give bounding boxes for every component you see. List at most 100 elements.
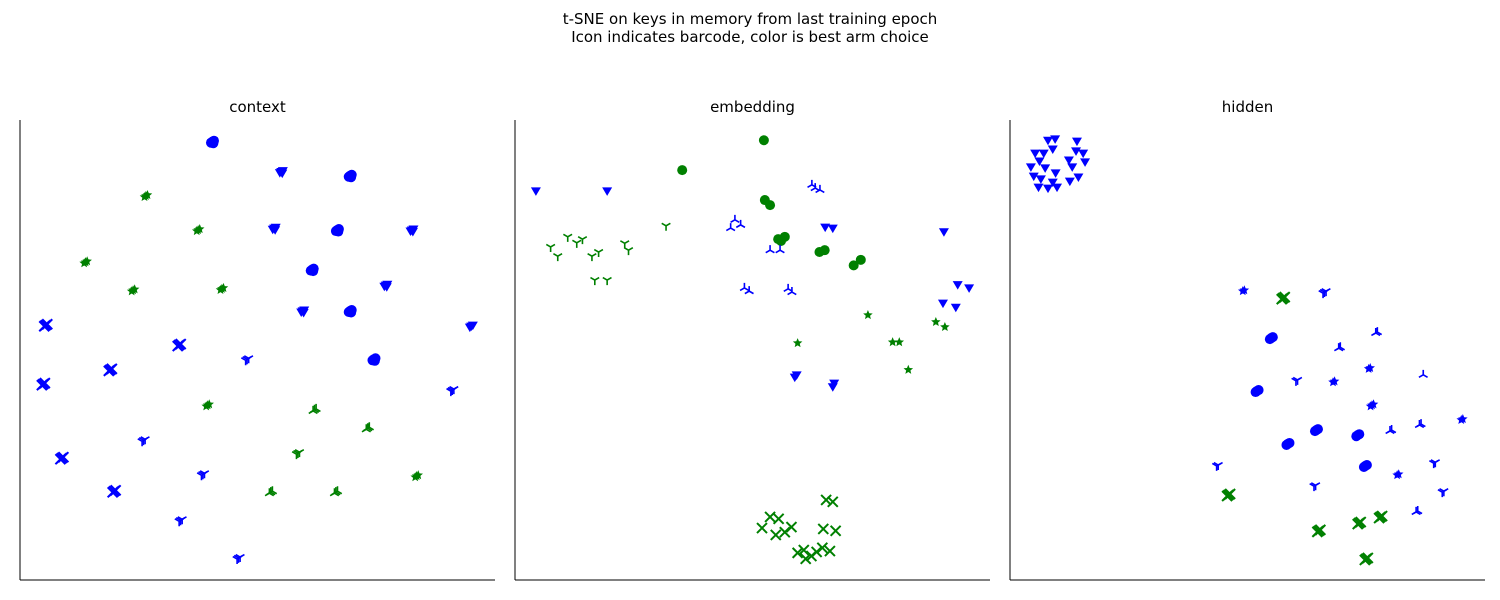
- scatter-point: [38, 318, 53, 332]
- scatter-point: [267, 223, 281, 235]
- scatter-point: [756, 522, 768, 534]
- scatter-point: [1063, 156, 1074, 166]
- scatter-point: [343, 305, 357, 318]
- scatter-point: [887, 337, 898, 347]
- scatter-point: [1211, 461, 1223, 471]
- scatter-point: [1311, 524, 1327, 538]
- scatter-point: [855, 254, 866, 265]
- scatter-point: [1428, 459, 1441, 469]
- scatter-point: [79, 256, 92, 268]
- scatter-point: [1418, 369, 1428, 379]
- scatter-point: [789, 373, 800, 383]
- scatter-point: [126, 284, 140, 296]
- scatter-point: [815, 184, 825, 194]
- panel-title-embedding: embedding: [710, 98, 795, 116]
- scatter-point: [106, 484, 122, 499]
- scatter-panel-context: [19, 120, 495, 581]
- scatter-point: [174, 516, 187, 527]
- scatter-point: [1034, 157, 1045, 166]
- scatter-point: [215, 282, 229, 294]
- scatter-point: [1043, 184, 1053, 194]
- scatter-point: [343, 169, 357, 183]
- scatter-point: [602, 276, 612, 286]
- scatter-point: [938, 228, 949, 237]
- panel-title-context: context: [229, 98, 286, 116]
- scatter-point: [787, 287, 797, 296]
- scatter-point: [1035, 175, 1046, 184]
- scatter-point: [1281, 437, 1295, 450]
- figure-title: t-SNE on keys in memory from last traini…: [0, 10, 1500, 46]
- scatter-point: [587, 252, 597, 262]
- scatter-point: [1052, 183, 1063, 193]
- scatter-point: [827, 383, 838, 392]
- scatter-point: [1264, 332, 1278, 345]
- scatter-point: [240, 355, 254, 366]
- scatter-point: [772, 513, 785, 525]
- figure-title-line-1: t-SNE on keys in memory from last traini…: [562, 10, 938, 28]
- scatter-point: [770, 529, 782, 541]
- scatter-panel-embedding: [514, 120, 990, 581]
- scatter-point: [950, 303, 961, 313]
- scatter-point: [1028, 172, 1039, 182]
- scatter-point: [367, 353, 381, 366]
- scatter-point: [661, 222, 671, 231]
- scatter-point: [814, 247, 825, 258]
- scatter-point: [196, 470, 210, 481]
- scatter-point: [1437, 488, 1449, 498]
- scatter-point: [1358, 460, 1372, 473]
- scatter-point: [464, 321, 478, 333]
- scatter-point: [792, 338, 803, 348]
- scatter-point: [1328, 376, 1340, 387]
- scatter-point: [623, 246, 634, 256]
- scatter-point: [1250, 385, 1264, 398]
- scatter-point: [1040, 164, 1051, 173]
- scatter-point: [410, 470, 423, 482]
- scatter-point: [1071, 137, 1082, 147]
- scatter-point: [530, 187, 541, 196]
- scatter-point: [1043, 136, 1053, 146]
- scatter-point: [1276, 291, 1291, 305]
- scatter-point: [1371, 327, 1383, 337]
- scatter-point: [1221, 488, 1236, 502]
- scatter-point: [1318, 287, 1331, 299]
- scatter-point: [305, 263, 319, 277]
- scatter-point: [201, 399, 214, 411]
- scatter-point: [765, 200, 776, 211]
- scatter-point: [894, 337, 905, 347]
- scatter-point: [330, 224, 344, 237]
- scatter-point: [1073, 173, 1084, 183]
- scatter-point: [807, 179, 817, 189]
- scatter-point: [572, 239, 582, 248]
- scatter-point: [952, 281, 963, 290]
- scatter-point: [816, 542, 829, 554]
- scatter-point: [545, 243, 556, 252]
- scatter-point: [1352, 516, 1367, 530]
- scatter-point: [361, 422, 375, 433]
- scatter-point: [1385, 425, 1397, 435]
- scatter-point: [940, 322, 950, 332]
- scatter-point: [1078, 149, 1089, 159]
- scatter-point: [1392, 469, 1404, 480]
- scatter-point: [264, 486, 278, 497]
- scatter-point: [1359, 552, 1374, 566]
- scatter-point: [446, 385, 459, 397]
- scatter-point: [764, 511, 776, 523]
- scatter-point: [1411, 506, 1423, 516]
- scatter-point: [593, 248, 604, 258]
- scatter-point: [291, 448, 305, 460]
- scatter-point: [931, 316, 941, 326]
- scatter-point: [1047, 178, 1058, 188]
- scatter-point: [1047, 145, 1058, 154]
- scatter-point: [824, 545, 836, 557]
- scatter-point: [765, 245, 775, 254]
- scatter-point: [1080, 158, 1091, 167]
- scatter-point: [1067, 163, 1078, 172]
- scatter-point: [405, 225, 419, 237]
- figure-title-line-2: Icon indicates barcode, color is best ar…: [571, 28, 929, 46]
- scatter-point: [810, 546, 823, 558]
- scatter-point: [36, 377, 51, 391]
- scatter-point: [848, 260, 859, 271]
- scatter-point: [820, 494, 832, 506]
- scatter-point: [829, 525, 842, 537]
- panel-title-hidden: hidden: [1221, 98, 1274, 116]
